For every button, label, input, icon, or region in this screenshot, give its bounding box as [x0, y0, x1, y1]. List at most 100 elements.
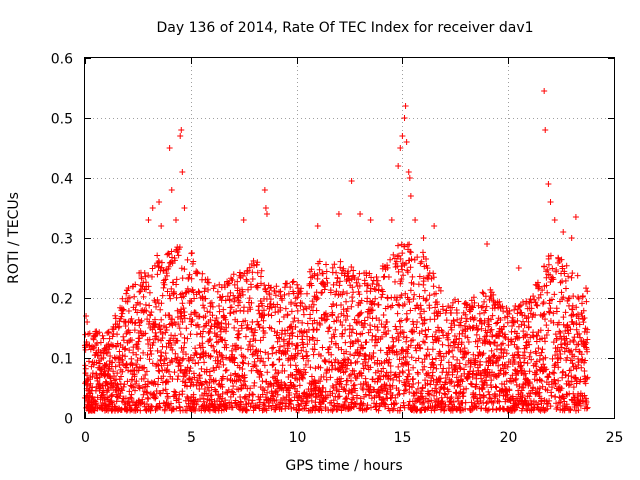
data-point: [345, 390, 352, 397]
data-point: [373, 339, 380, 346]
data-point: [196, 289, 203, 296]
data-point: [314, 295, 321, 302]
data-point: [354, 346, 361, 353]
data-point: [322, 310, 329, 317]
data-point: [226, 280, 233, 287]
data-point: [230, 383, 237, 390]
data-point: [194, 269, 201, 276]
data-point: [346, 387, 353, 394]
data-point: [168, 248, 175, 255]
data-point: [261, 362, 268, 369]
data-point: [176, 244, 183, 251]
data-point: [256, 396, 263, 403]
data-point: [309, 334, 316, 341]
data-point: [154, 271, 161, 278]
data-point: [123, 290, 130, 297]
data-point: [357, 211, 364, 217]
data-point: [161, 281, 168, 288]
data-point: [579, 316, 586, 323]
data-point: [366, 270, 373, 277]
data-point: [465, 338, 472, 345]
data-point: [121, 399, 128, 406]
data-point: [535, 345, 542, 352]
data-point: [203, 366, 210, 373]
data-point: [338, 375, 345, 382]
data-point: [223, 324, 230, 331]
data-point: [185, 288, 192, 295]
data-point: [269, 350, 276, 357]
data-point: [330, 281, 337, 288]
data-point: [173, 281, 180, 288]
data-point: [105, 386, 112, 393]
data-point: [227, 289, 234, 296]
data-point: [404, 269, 411, 276]
data-point: [308, 373, 315, 380]
data-point: [212, 377, 219, 384]
data-point: [298, 347, 305, 354]
data-point: [248, 299, 255, 306]
data-point: [375, 389, 382, 396]
data-point: [205, 286, 212, 293]
data-point: [382, 401, 389, 408]
data-point: [310, 335, 317, 342]
data-point: [367, 326, 374, 333]
data-point: [148, 350, 155, 357]
data-point: [400, 390, 407, 397]
data-point: [551, 217, 558, 223]
data-point: [204, 308, 211, 315]
data-point: [289, 329, 296, 336]
data-point: [193, 331, 200, 338]
data-point: [274, 301, 281, 308]
data-point: [211, 323, 218, 330]
data-point: [295, 317, 302, 324]
data-point: [307, 274, 314, 281]
data-point: [291, 315, 298, 322]
data-point: [406, 241, 413, 248]
data-point: [330, 384, 337, 391]
data-point: [384, 264, 391, 271]
data-point: [539, 300, 546, 307]
data-point: [415, 379, 422, 386]
data-point: [415, 281, 422, 288]
data-point: [133, 351, 140, 358]
data-point: [333, 269, 340, 276]
data-point: [544, 289, 551, 296]
data-point: [249, 269, 256, 276]
data-point: [232, 397, 239, 404]
data-point: [384, 351, 391, 358]
data-point: [311, 293, 318, 300]
data-point: [184, 383, 191, 390]
data-point: [133, 361, 140, 368]
data-point: [192, 309, 199, 316]
data-point: [360, 324, 367, 331]
data-point: [547, 199, 554, 205]
data-point: [284, 280, 291, 287]
data-point: [330, 397, 337, 404]
data-point: [196, 313, 203, 320]
data-point: [179, 169, 186, 175]
data-point: [263, 211, 270, 217]
data-point: [268, 405, 275, 412]
data-point: [112, 363, 119, 370]
data-point: [214, 288, 221, 295]
data-point: [347, 405, 354, 412]
data-point: [180, 305, 187, 312]
data-point: [282, 330, 289, 337]
data-point: [109, 383, 116, 390]
data-point: [320, 373, 327, 380]
data-point: [96, 360, 103, 367]
data-point: [532, 348, 539, 355]
data-point: [189, 357, 196, 364]
data-point: [128, 315, 135, 322]
data-point: [164, 288, 171, 295]
data-point: [310, 301, 317, 308]
data-point: [137, 300, 144, 307]
data-point: [227, 310, 234, 317]
data-point: [219, 352, 226, 359]
data-point: [407, 307, 414, 314]
data-point: [289, 341, 296, 348]
data-point: [348, 264, 355, 271]
data-point: [364, 295, 371, 302]
data-point: [97, 349, 104, 356]
data-point: [352, 387, 359, 394]
